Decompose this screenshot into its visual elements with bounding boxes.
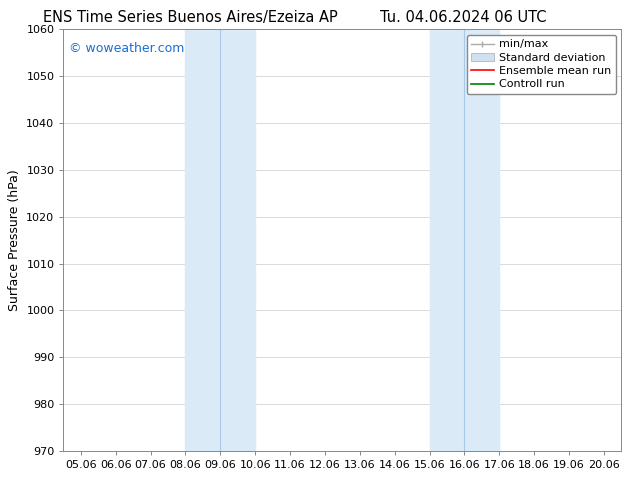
Text: Tu. 04.06.2024 06 UTC: Tu. 04.06.2024 06 UTC (380, 10, 546, 25)
Bar (185, 29, 255, 451)
Y-axis label: Surface Pressure (hPa): Surface Pressure (hPa) (8, 169, 21, 311)
Text: ENS Time Series Buenos Aires/Ezeiza AP: ENS Time Series Buenos Aires/Ezeiza AP (43, 10, 337, 25)
Text: © woweather.com: © woweather.com (69, 42, 184, 55)
Legend: min/max, Standard deviation, Ensemble mean run, Controll run: min/max, Standard deviation, Ensemble me… (467, 35, 616, 94)
Bar (429, 29, 500, 451)
